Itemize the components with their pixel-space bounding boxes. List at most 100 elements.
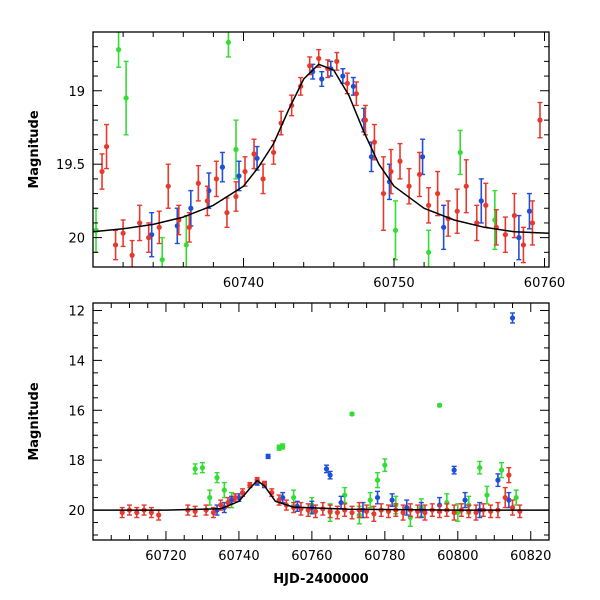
data-point	[156, 224, 162, 230]
x-tick-label: 60800	[437, 549, 478, 564]
data-point	[203, 507, 209, 513]
data-point	[119, 509, 125, 516]
x-tick-label: 60760	[291, 549, 332, 564]
data-point	[225, 499, 231, 506]
data-point	[506, 497, 512, 503]
data-point	[334, 509, 341, 516]
data-point	[463, 183, 469, 189]
data-point	[406, 183, 412, 189]
series-2	[192, 402, 519, 527]
data-point	[353, 91, 359, 97]
data-point	[199, 465, 206, 471]
data-point	[436, 402, 443, 408]
data-point	[349, 509, 355, 516]
data-point	[388, 168, 394, 175]
axis-ticks	[92, 31, 549, 268]
data-point	[236, 173, 242, 179]
data-point	[242, 168, 248, 175]
data-point	[419, 154, 426, 160]
data-point	[137, 220, 143, 226]
data-point	[392, 227, 399, 233]
data-point	[451, 467, 457, 473]
data-point	[349, 411, 355, 417]
data-point	[165, 183, 171, 189]
data-point	[451, 509, 457, 516]
x-tick-label: 60750	[373, 276, 414, 291]
plot-frame	[92, 302, 550, 541]
y-tick-label: 16	[68, 404, 85, 419]
x-tick-label: 60760	[524, 276, 565, 291]
data-point	[382, 462, 388, 468]
data-point	[232, 494, 238, 501]
y-axis-label: Magnitude	[27, 110, 42, 189]
x-tick-label: 60740	[218, 549, 259, 564]
data-point	[323, 466, 330, 472]
data-point	[224, 210, 230, 216]
data-point	[509, 315, 516, 321]
x-axis-label: HJD-2400000	[273, 572, 368, 587]
data-point	[367, 497, 373, 503]
y-tick-label: 12	[68, 304, 85, 319]
data-point	[371, 139, 378, 145]
data-point	[310, 69, 316, 75]
data-point	[474, 220, 480, 226]
data-point	[305, 507, 311, 513]
data-point	[422, 509, 428, 516]
data-point	[462, 497, 468, 503]
y-tick-label: 19.5	[56, 158, 85, 173]
data-point	[498, 467, 505, 473]
data-point	[210, 509, 216, 516]
data-point	[112, 242, 119, 248]
data-point	[186, 224, 192, 230]
data-point	[219, 164, 226, 170]
data-point	[265, 453, 271, 460]
y-axis-label: Magnitude	[27, 382, 42, 461]
data-point	[368, 154, 375, 160]
data-point	[537, 117, 543, 123]
data-point	[397, 158, 403, 164]
data-point	[520, 242, 527, 248]
data-point	[239, 490, 246, 496]
y-tick-label: 14	[68, 354, 85, 369]
data-point	[404, 504, 410, 511]
data-point	[270, 149, 277, 156]
y-tick-label: 18	[68, 454, 85, 469]
data-point	[233, 146, 239, 153]
data-point	[529, 220, 536, 226]
data-point	[457, 149, 463, 156]
data-point	[511, 212, 517, 219]
data-point	[213, 176, 220, 182]
data-point	[218, 502, 224, 508]
data-point	[400, 509, 406, 516]
data-point	[129, 252, 135, 258]
plot-area	[93, 32, 549, 267]
data-point	[502, 494, 508, 501]
data-point	[280, 443, 286, 450]
data-point	[316, 55, 322, 62]
x-tick-label: 60780	[364, 549, 405, 564]
data-point	[526, 208, 533, 214]
data-point	[214, 475, 220, 481]
data-point	[233, 193, 239, 200]
series-1	[214, 312, 516, 519]
data-point	[435, 190, 441, 197]
data-point	[441, 224, 447, 230]
model-curve	[93, 63, 549, 234]
data-point	[307, 63, 313, 69]
data-point	[513, 494, 519, 501]
data-point	[99, 168, 105, 175]
series-0	[99, 48, 543, 267]
data-point	[342, 507, 348, 513]
data-point	[516, 235, 522, 241]
y-tick-label: 19	[68, 85, 85, 100]
data-point	[484, 492, 490, 498]
data-point	[502, 232, 508, 238]
data-point	[380, 190, 387, 197]
data-point	[225, 39, 232, 45]
data-point	[426, 249, 432, 255]
data-point	[426, 202, 432, 208]
plot-area	[93, 312, 549, 527]
data-point	[344, 80, 350, 87]
data-point	[319, 76, 325, 82]
